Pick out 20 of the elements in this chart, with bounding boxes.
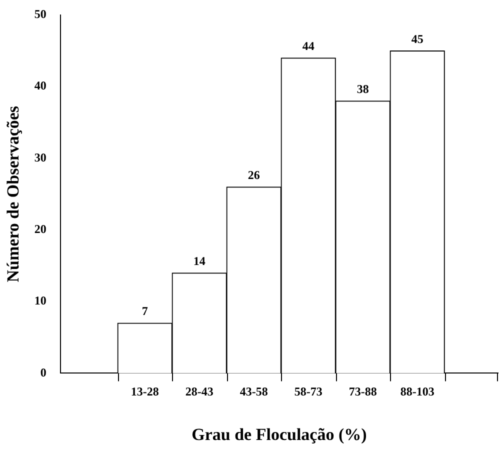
data-label: 14 [193,254,206,268]
data-label: 26 [248,168,260,182]
y-tick-label: 20 [34,222,46,236]
x-axis-title: Grau de Floculação (%) [192,425,367,444]
x-tick-label: 73-88 [348,384,377,398]
x-tick-label: 28-43 [185,384,214,398]
data-label: 45 [411,32,424,46]
data-label: 44 [302,39,314,54]
data-label: 7 [142,304,148,318]
data-label: 38 [356,82,369,96]
x-tick-label: 58-73 [294,384,322,398]
x-tick-label: 13-28 [130,384,159,398]
y-axis-title: Número de Observações [4,106,23,282]
y-tick-label: 30 [34,150,46,164]
y-tick-label: 10 [34,294,46,308]
x-tick-label: 88-103 [400,384,434,398]
x-tick-label: 43-58 [240,384,268,398]
y-tick-label: 40 [34,78,46,93]
y-tick-label: 0 [40,365,46,380]
y-tick-label: 50 [34,7,46,22]
